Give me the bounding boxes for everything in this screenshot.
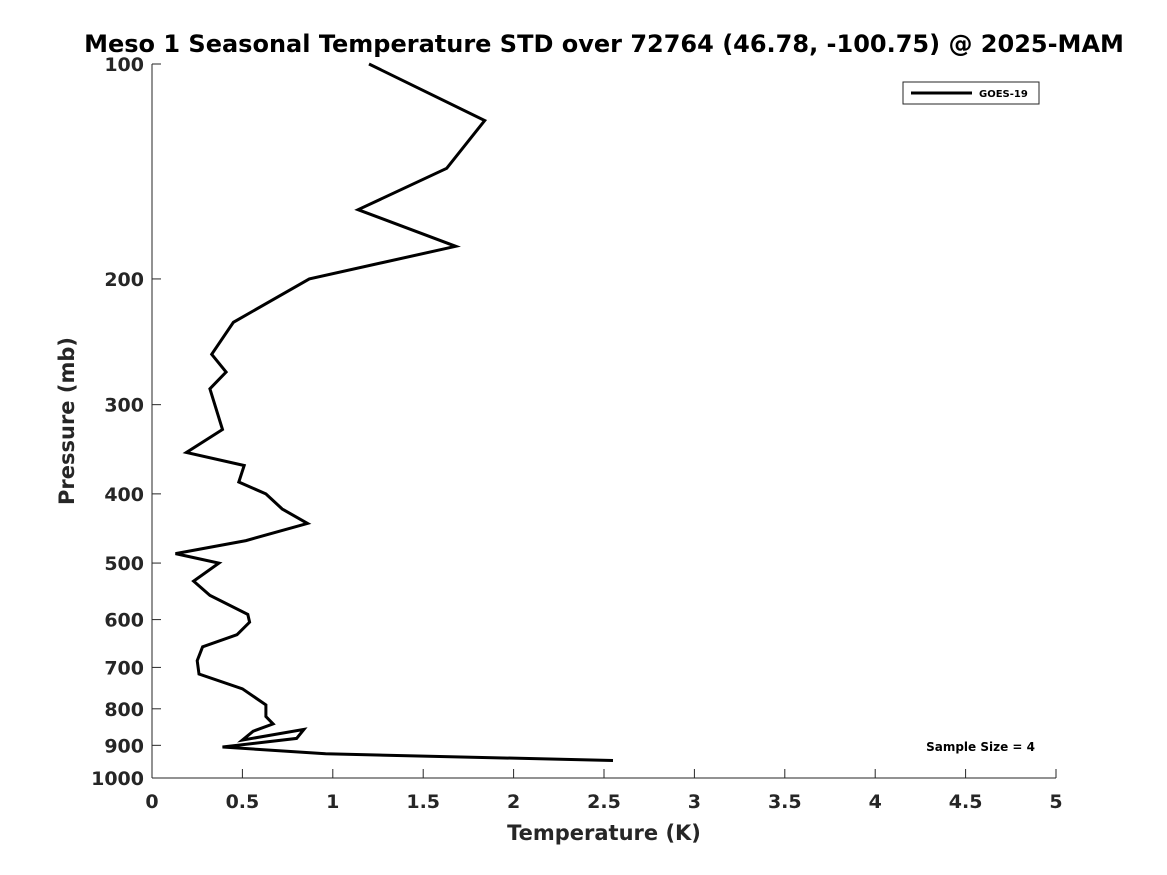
legend: GOES-19 xyxy=(902,81,1040,105)
x-tick-label: 4 xyxy=(869,791,882,813)
x-tick-label: 1 xyxy=(326,791,339,813)
x-tick-label: 2.5 xyxy=(587,791,621,813)
legend-entry-goes-19: GOES-19 xyxy=(979,89,1028,100)
x-tick-label: 4.5 xyxy=(949,791,983,813)
x-tick-label: 2 xyxy=(507,791,520,813)
y-tick-label: 700 xyxy=(104,657,144,679)
x-tick-label: 0.5 xyxy=(226,791,260,813)
y-tick-label: 100 xyxy=(104,54,144,76)
y-tick-label: 400 xyxy=(104,484,144,506)
series-line-goes-19 xyxy=(175,62,614,762)
x-tick-label: 1.5 xyxy=(406,791,440,813)
y-ticks: 100 200 300 400 500 600 700 800 900 1000 xyxy=(91,54,161,790)
y-tick-label: 800 xyxy=(104,699,144,721)
y-axis-label: Pressure (mb) xyxy=(55,337,79,505)
x-tick-label: 3.5 xyxy=(768,791,802,813)
x-ticks: 0 0.5 1 1.5 2 2.5 3 3.5 4 4.5 5 xyxy=(145,769,1063,813)
x-tick-label: 5 xyxy=(1049,791,1062,813)
y-tick-label: 200 xyxy=(104,269,144,291)
series-layer xyxy=(175,62,614,762)
y-tick-label: 1000 xyxy=(91,768,144,790)
x-tick-label: 3 xyxy=(688,791,701,813)
sample-size-annotation: Sample Size = 4 xyxy=(926,740,1035,754)
x-tick-label: 0 xyxy=(145,791,158,813)
x-axis-label: Temperature (K) xyxy=(507,821,701,845)
y-tick-label: 300 xyxy=(104,395,144,417)
y-tick-label: 900 xyxy=(104,735,144,757)
y-tick-label: 500 xyxy=(104,553,144,575)
y-tick-label: 600 xyxy=(104,610,144,632)
chart-title: Meso 1 Seasonal Temperature STD over 727… xyxy=(84,30,1124,58)
